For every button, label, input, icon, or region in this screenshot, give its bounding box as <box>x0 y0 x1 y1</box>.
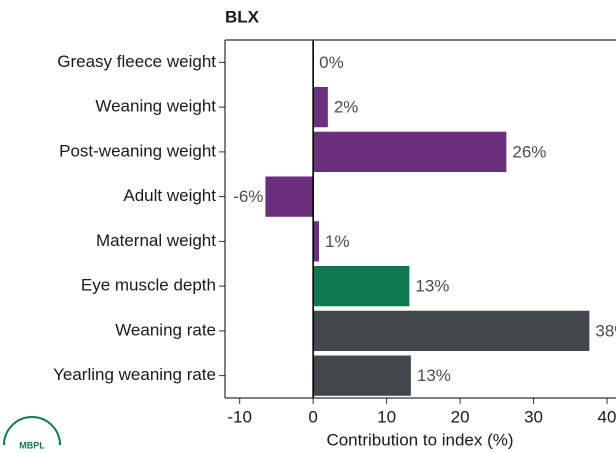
x-tick-label: 10 <box>377 407 396 426</box>
value-label: 13% <box>415 277 449 296</box>
value-label: 38% <box>595 321 616 340</box>
bar <box>265 176 314 217</box>
bar <box>313 265 410 307</box>
x-tick-label: 20 <box>451 407 470 426</box>
y-tick-label: Eye muscle depth <box>81 276 216 295</box>
value-label: 1% <box>325 232 350 251</box>
value-label: 26% <box>512 142 546 161</box>
y-tick-label: Post-weaning weight <box>59 141 216 160</box>
bar <box>313 310 590 352</box>
value-label: 2% <box>334 98 359 117</box>
bar <box>313 221 320 262</box>
y-tick-label: Yearling weaning rate <box>53 365 216 384</box>
value-label: 0% <box>319 53 344 72</box>
x-tick-label: -10 <box>227 407 252 426</box>
x-axis-label: Contribution to index (%) <box>326 430 513 449</box>
chart-title: BLX <box>225 7 260 26</box>
y-tick-label: Greasy fleece weight <box>57 52 216 71</box>
x-tick-label: 40 <box>598 407 616 426</box>
logo-text: MBPL <box>19 440 45 450</box>
value-label: -6% <box>233 187 263 206</box>
value-label: 13% <box>417 366 451 385</box>
y-tick-label: Weaning weight <box>95 97 216 116</box>
x-tick-label: 30 <box>524 407 543 426</box>
logo-arc <box>3 416 61 446</box>
y-tick-label: Maternal weight <box>96 231 216 250</box>
bar <box>313 355 411 396</box>
bar <box>313 86 328 128</box>
y-tick-label: Adult weight <box>123 186 216 205</box>
y-tick-label: Weaning rate <box>115 320 216 339</box>
bar <box>313 131 507 173</box>
x-tick-label: 0 <box>308 407 317 426</box>
